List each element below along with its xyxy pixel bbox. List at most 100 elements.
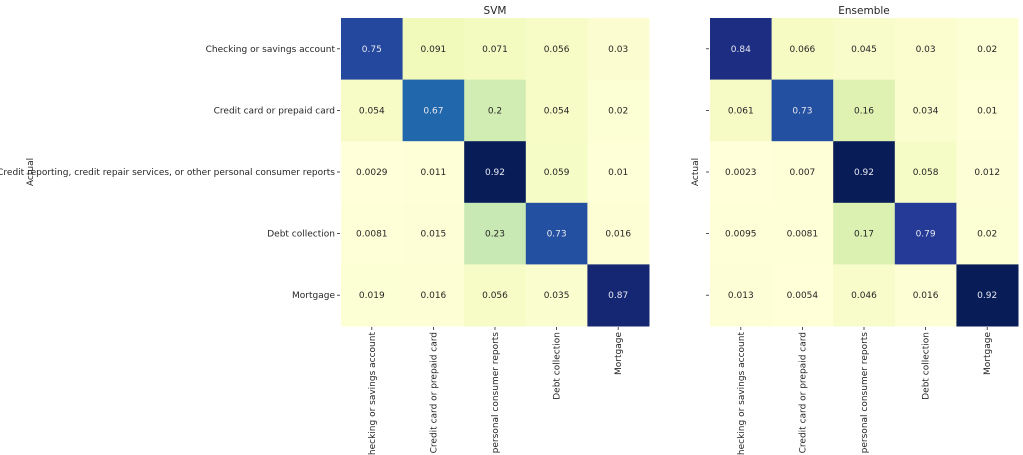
heatmap-cell (341, 264, 404, 327)
heatmap-cell (833, 18, 896, 81)
heatmap-cell (833, 79, 896, 142)
cell-value-label: 0.071 (482, 45, 508, 55)
ensemble-heatmap-panel: Ensemble 0.84 0.066 0.045 0.03 0.02 0.061 0.73 0… (691, 5, 1019, 455)
cell-value-label: 0.061 (728, 106, 754, 116)
cell-value-label: 0.046 (851, 291, 877, 301)
y-axis-label: Actual (691, 158, 701, 186)
cell-value-label: 0.92 (977, 291, 997, 301)
cell-value-label: 0.034 (913, 106, 939, 116)
cell-value-label: 0.02 (977, 45, 997, 55)
heatmap-cell (771, 141, 834, 204)
heatmap-cell (464, 141, 527, 204)
cell-value-label: 0.73 (792, 106, 812, 116)
heatmap-cell (894, 264, 957, 327)
cell-value-label: 0.0023 (725, 168, 757, 178)
cell-value-label: 0.0095 (725, 230, 757, 240)
heatmap-cell (464, 18, 527, 81)
cell-value-label: 0.016 (421, 291, 447, 301)
cell-value-label: 0.066 (790, 45, 816, 55)
heatmap-cell (464, 79, 527, 142)
heatmap-cell (833, 141, 896, 204)
cell-value-label: 0.058 (913, 168, 939, 178)
chart-title: Ensemble (838, 5, 890, 17)
x-tick-label-checking-or-savings-account: Checking or savings account (737, 332, 747, 455)
y-axis-label: Actual (26, 158, 36, 186)
heatmap-cell (956, 18, 1019, 81)
heatmap-cell (956, 264, 1019, 327)
cell-value-label: 0.03 (916, 45, 936, 55)
x-tick-label-mortgage: Mortgage (983, 332, 993, 375)
cell-value-label: 0.007 (790, 168, 816, 178)
heatmap-cell (710, 264, 773, 327)
heatmap-cell (833, 202, 896, 265)
cell-value-label: 0.0081 (356, 230, 388, 240)
cell-value-label: 0.0081 (787, 230, 819, 240)
heatmap-cell (525, 141, 588, 204)
cell-value-label: 0.03 (608, 45, 628, 55)
heatmap-cell (894, 79, 957, 142)
heatmap-cell (464, 264, 527, 327)
y-tick-label-checking-or-savings-account: Checking or savings account (206, 45, 336, 55)
heatmap-cell (402, 264, 465, 327)
cell-value-label: 0.035 (544, 291, 570, 301)
cell-value-label: 0.73 (547, 230, 567, 240)
x-tick-label-mortgage: Mortgage (614, 332, 624, 375)
cell-value-label: 0.059 (544, 168, 570, 178)
heatmap-cell (956, 141, 1019, 204)
x-tick-label-credit-card-or-prepaid-card: Credit card or prepaid card (798, 332, 808, 453)
heatmap-cell (710, 202, 773, 265)
heatmap-cell (341, 202, 404, 265)
cell-value-label: 0.16 (854, 106, 874, 116)
heatmap-cell (525, 18, 588, 81)
cell-value-label: 0.17 (854, 230, 874, 240)
cell-value-label: 0.92 (485, 168, 505, 178)
y-tick-label-credit-card-or-prepaid-card: Credit card or prepaid card (214, 106, 335, 116)
cell-value-label: 0.2 (488, 106, 502, 116)
cell-value-label: 0.92 (854, 168, 874, 178)
heatmap-cell (710, 79, 773, 142)
cell-value-label: 0.013 (728, 291, 754, 301)
heatmap-cell (587, 141, 650, 204)
heatmap-cell (771, 264, 834, 327)
heatmap-cell (710, 141, 773, 204)
cell-value-label: 0.045 (851, 45, 877, 55)
heatmap-cell (771, 18, 834, 81)
heatmap-cell (402, 18, 465, 81)
heatmap-cell (587, 202, 650, 265)
cell-value-label: 0.23 (485, 230, 505, 240)
cell-value-label: 0.056 (482, 291, 508, 301)
y-tick-label-mortgage: Mortgage (292, 291, 335, 301)
cell-value-label: 0.019 (359, 291, 385, 301)
heatmap-cell (402, 141, 465, 204)
cell-value-label: 0.02 (977, 230, 997, 240)
heatmap-cell (956, 79, 1019, 142)
heatmap-cell (587, 79, 650, 142)
heatmap-cell (341, 18, 404, 81)
x-tick-label-checking-or-savings-account: Checking or savings account (368, 332, 378, 455)
cell-value-label: 0.87 (608, 291, 628, 301)
x-tick-label-debt-collection: Debt collection (922, 332, 932, 400)
heatmap-cell (464, 202, 527, 265)
heatmap-cell (402, 79, 465, 142)
svm-heatmap-panel: SVM 0.75 0.091 0.071 0.056 0.03 0.054 0.67 0.2 0.… (0, 5, 650, 455)
cell-value-label: 0.0029 (356, 168, 388, 178)
heatmap-cell (402, 202, 465, 265)
cell-value-label: 0.056 (544, 45, 570, 55)
heatmap-cell (587, 18, 650, 81)
heatmap-cell (771, 79, 834, 142)
cell-value-label: 0.84 (731, 45, 751, 55)
y-tick-label-credit-reporting-credit-repair: Credit reporting, credit repair services… (0, 168, 335, 178)
heatmap-cell (956, 202, 1019, 265)
cell-value-label: 0.012 (974, 168, 1000, 178)
heatmap-cell (525, 264, 588, 327)
cell-value-label: 0.011 (421, 168, 447, 178)
cell-value-label: 0.015 (421, 230, 447, 240)
heatmap-cell (894, 202, 957, 265)
heatmap-cell (587, 264, 650, 327)
cell-value-label: 0.01 (977, 106, 997, 116)
heatmap-cell (525, 79, 588, 142)
heatmap-cell (771, 202, 834, 265)
heatmap-cell (525, 202, 588, 265)
heatmap-cell (894, 141, 957, 204)
